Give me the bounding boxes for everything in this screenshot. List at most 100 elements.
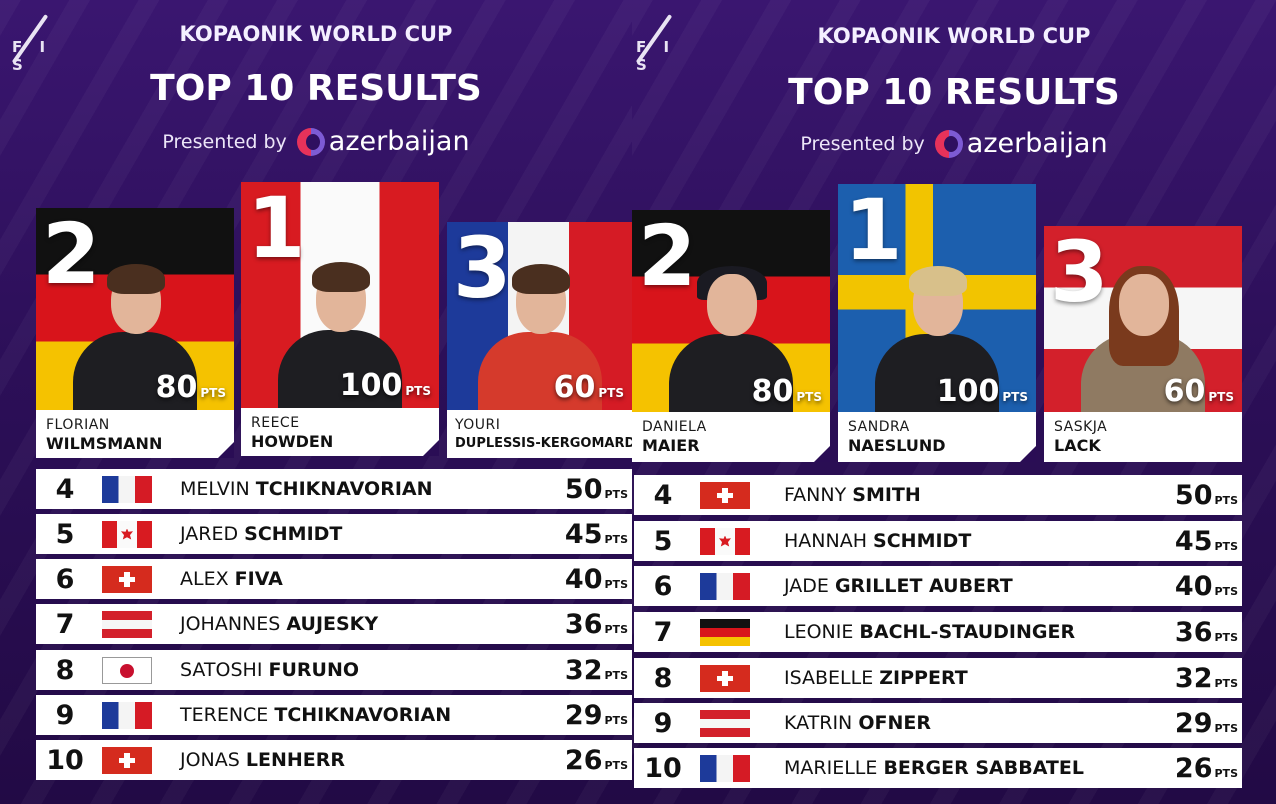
podium-card-3[interactable]: 3 60 PTS SASKJA LACK [1044,226,1242,462]
flag-france-icon [700,754,750,782]
row-points: 36 PTS [564,608,628,640]
fis-logo: F I S [10,6,70,74]
flag-germany-icon [700,618,750,646]
podium-points: 100 PTS [936,374,1028,409]
athlete-figure [270,258,410,408]
first-name: FLORIAN [46,417,110,433]
first-name: SANDRA [848,419,910,435]
row-points: 40 PTS [1174,570,1238,602]
result-row[interactable]: 9 TERENCE TCHIKNAVORIAN 29 PTS [36,695,632,735]
main-title: TOP 10 RESULTS [150,68,482,109]
sponsor-name: azerbaijan [966,128,1108,159]
row-points: 29 PTS [1174,707,1238,739]
result-row[interactable]: 4 FANNY SMITH 50 PTS [634,475,1242,515]
athlete-name: KATRIN OFNER [784,712,931,734]
result-row[interactable]: 7 LEONIE BACHL-STAUDINGER 36 PTS [634,612,1242,652]
podium-points: 80 PTS [155,370,226,405]
athlete-name: JADE GRILLET AUBERT [784,575,1013,597]
card-corner [218,442,234,458]
result-row[interactable]: 6 ALEX FIVA 40 PTS [36,559,632,599]
sponsor-mark-icon [296,127,325,156]
athlete-name: JONAS LENHERR [180,749,346,771]
athlete-name: JARED SCHMIDT [180,523,343,545]
row-position: 8 [653,662,673,694]
flag-switzerland-icon [700,481,750,509]
result-row[interactable]: 10 MARIELLE BERGER SABBATEL 26 PTS [634,748,1242,788]
result-row[interactable]: 8 SATOSHI FURUNO 32 PTS [36,650,632,690]
athlete-name: MARIELLE BERGER SABBATEL [784,757,1084,779]
results-panel-men: F I S KOPAONIK WORLD CUP TOP 10 RESULTS … [0,0,632,804]
sponsor-mark-icon [934,129,963,158]
podium-card-1[interactable]: 1 100 PTS REECE HOWDEN [241,182,439,456]
row-position: 10 [644,752,682,784]
row-points: 26 PTS [564,744,628,776]
athlete-name: JOHANNES AUJESKY [180,613,379,635]
row-position: 7 [653,616,673,648]
athlete-figure [470,260,610,410]
athlete-photo: 2 80 PTS [632,210,830,412]
athlete-name: SATOSHI FURUNO [180,659,360,681]
first-name: REECE [251,415,300,431]
podium-points: 60 PTS [553,370,624,405]
result-row[interactable]: 4 MELVIN TCHIKNAVORIAN 50 PTS [36,469,632,509]
athlete-name: ISABELLE ZIPPERT [784,667,968,689]
athlete-photo: 2 80 PTS [36,208,234,410]
result-row[interactable]: 10 JONAS LENHERR 26 PTS [36,740,632,780]
presented-by: Presented by azerbaijan [0,126,632,157]
athlete-photo: 3 60 PTS [447,222,632,410]
presented-by-label: Presented by [162,130,287,153]
row-position: 10 [46,744,84,776]
row-position: 7 [55,608,75,640]
flag-switzerland-icon [700,664,750,692]
fis-logo-text: F I S [636,38,676,74]
athlete-figure [1073,262,1213,412]
result-row[interactable]: 6 JADE GRILLET AUBERT 40 PTS [634,566,1242,606]
podium-namebox: DANIELA MAIER [632,412,830,462]
row-position: 9 [653,707,673,739]
result-row[interactable]: 9 KATRIN OFNER 29 PTS [634,703,1242,743]
flag-canada-icon [102,520,152,548]
podium-namebox: SANDRA NAESLUND [838,412,1036,462]
result-row[interactable]: 5 HANNAH SCHMIDT 45 PTS [634,521,1242,561]
athlete-photo: 1 100 PTS [838,184,1036,412]
podium-rank: 1 [844,184,903,279]
podium-card-1[interactable]: 1 100 PTS SANDRA NAESLUND [838,184,1036,462]
event-title: KOPAONIK WORLD CUP [179,22,453,46]
flag-austria-icon [700,709,750,737]
podium-card-2[interactable]: 2 80 PTS FLORIAN WILMSMANN [36,208,234,458]
result-row[interactable]: 5 JARED SCHMIDT 45 PTS [36,514,632,554]
athlete-figure [65,260,205,410]
sponsor-logo: azerbaijan [296,126,470,157]
results-panel-women: F I S KOPAONIK WORLD CUP TOP 10 RESULTS … [632,0,1276,804]
podium-card-3[interactable]: 3 60 PTS YOURI DUPLESSIS-KERGOMARD [447,222,632,458]
first-name: DANIELA [642,419,707,435]
podium-points: 60 PTS [1163,374,1234,409]
podium-points: 80 PTS [751,374,822,409]
podium-rank: 2 [638,210,697,305]
row-position: 6 [55,563,75,595]
athlete-name: LEONIE BACHL-STAUDINGER [784,621,1076,643]
last-name: MAIER [642,436,700,455]
row-position: 4 [55,473,75,505]
row-points: 29 PTS [564,699,628,731]
result-row[interactable]: 8 ISABELLE ZIPPERT 32 PTS [634,658,1242,698]
last-name: LACK [1054,436,1101,455]
podium-namebox: FLORIAN WILMSMANN [36,410,234,458]
first-name: YOURI [455,417,501,433]
row-points: 45 PTS [564,518,628,550]
podium-rank: 1 [247,182,306,277]
podium-card-2[interactable]: 2 80 PTS DANIELA MAIER [632,210,830,462]
podium-rank: 3 [453,222,512,317]
row-position: 5 [55,518,75,550]
fis-logo-text: F I S [12,38,52,74]
last-name: WILMSMANN [46,434,163,453]
row-position: 8 [55,654,75,686]
first-name: SASKJA [1054,419,1108,435]
flag-france-icon [700,572,750,600]
row-points: 50 PTS [1174,479,1238,511]
result-row[interactable]: 7 JOHANNES AUJESKY 36 PTS [36,604,632,644]
sponsor-name: azerbaijan [328,126,470,157]
flag-switzerland-icon [102,565,152,593]
athlete-name: FANNY SMITH [784,484,921,506]
row-position: 4 [653,479,673,511]
